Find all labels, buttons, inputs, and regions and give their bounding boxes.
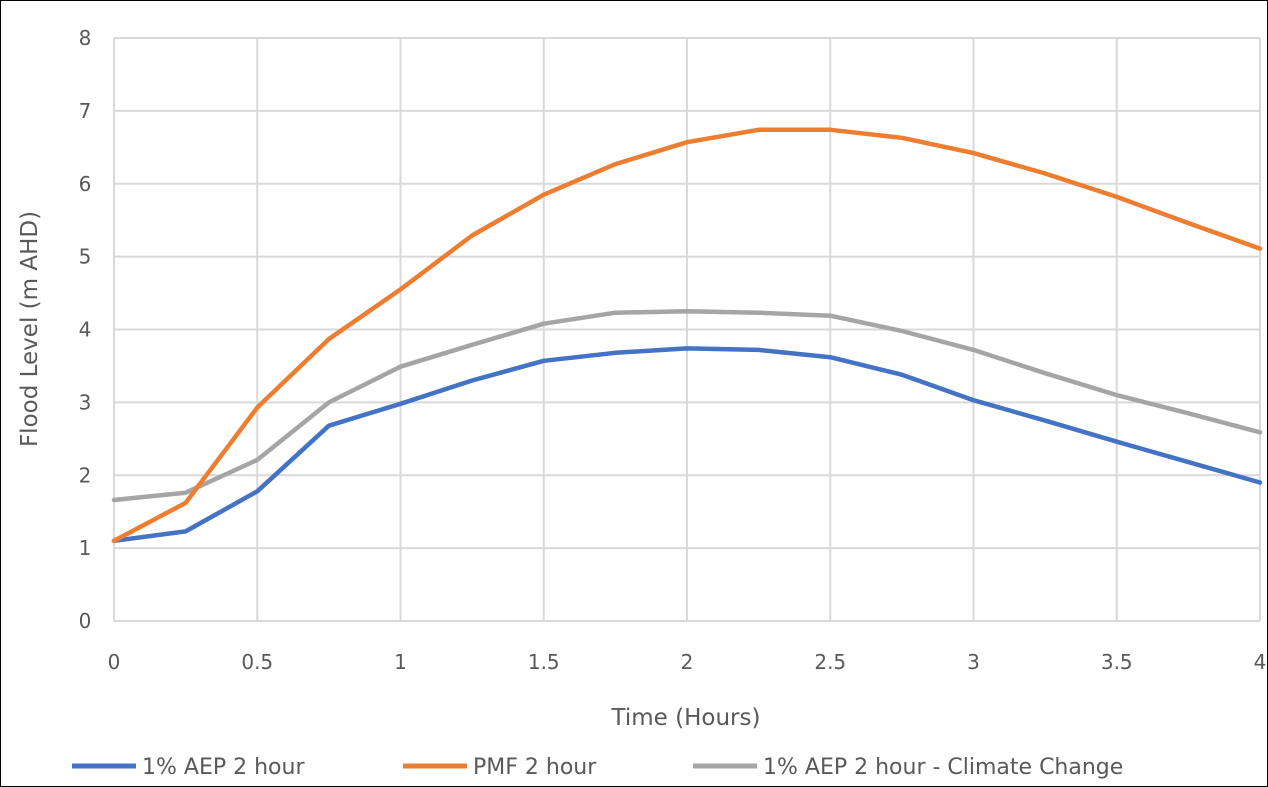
series-line-0 xyxy=(111,346,1263,544)
y-tick-label: 3 xyxy=(79,390,92,414)
series-lines xyxy=(111,127,1263,544)
y-tick-label: 2 xyxy=(79,463,92,487)
x-tick-label: 1.5 xyxy=(528,650,560,674)
tick-labels: 0 1 2 3 4 5 6 7 8 0 0.5 1 1.5 2 2.5 3 3.5 4 xyxy=(79,26,1267,674)
y-tick-label: 7 xyxy=(79,99,92,123)
x-tick-label: 0 xyxy=(108,650,121,674)
x-tick-label: 0.5 xyxy=(241,650,273,674)
x-tick-label: 4 xyxy=(1254,650,1267,674)
y-tick-label: 8 xyxy=(79,26,92,50)
y-tick-label: 0 xyxy=(79,609,92,633)
x-axis-title: Time (Hours) xyxy=(611,705,761,731)
x-tick-label: 1 xyxy=(394,650,407,674)
x-tick-label: 2.5 xyxy=(814,650,846,674)
x-tick-label: 2 xyxy=(681,650,694,674)
y-tick-label: 6 xyxy=(79,172,92,196)
legend: 1% AEP 2 hour PMF 2 hour 1% AEP 2 hour - C… xyxy=(72,755,1123,780)
y-tick-label: 4 xyxy=(79,318,92,342)
gridlines xyxy=(113,37,1261,622)
y-tick-label: 1 xyxy=(79,536,92,560)
x-tick-label: 3 xyxy=(967,650,980,674)
legend-label: 1% AEP 2 hour xyxy=(142,755,305,780)
series-line-1 xyxy=(111,127,1263,544)
y-axis-title: Flood Level (m AHD) xyxy=(17,211,43,447)
x-tick-label: 3.5 xyxy=(1101,650,1133,674)
legend-label: PMF 2 hour xyxy=(473,755,597,780)
y-tick-label: 5 xyxy=(79,245,92,269)
series-line-2 xyxy=(111,309,1263,503)
legend-label: 1% AEP 2 hour - Climate Change xyxy=(763,755,1123,780)
